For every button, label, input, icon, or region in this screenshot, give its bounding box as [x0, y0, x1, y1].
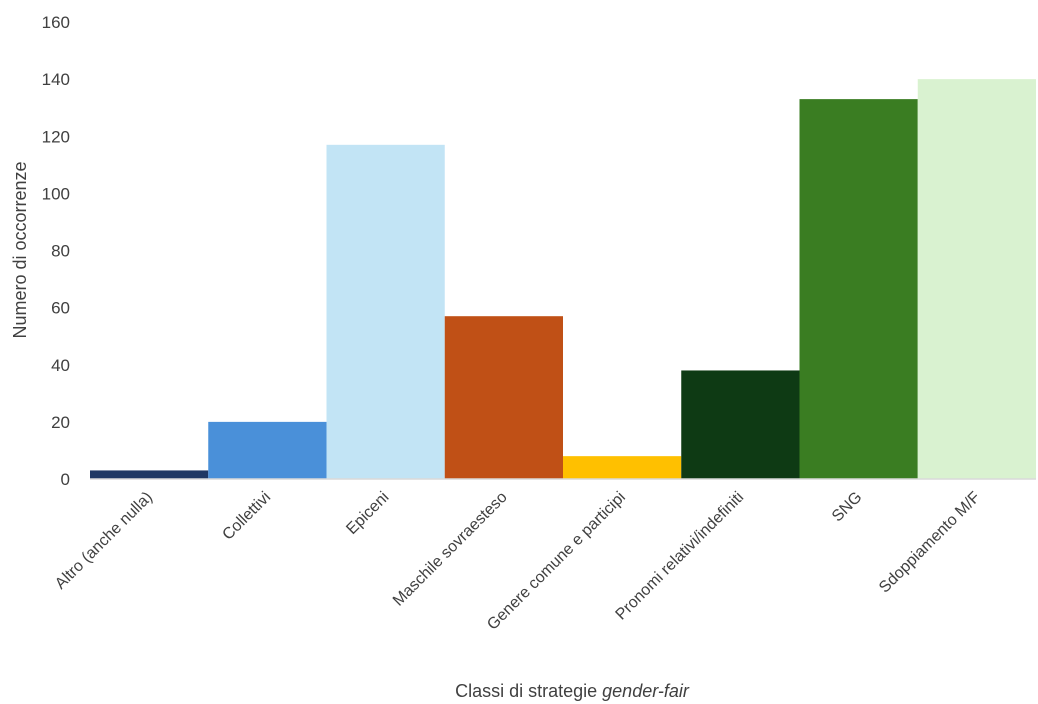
x-category-label: Collettivi	[219, 489, 274, 544]
y-axis-ticks: 0 20 40 60 80 100 120 140 160	[42, 13, 70, 489]
y-tick-label: 0	[61, 470, 70, 489]
bar	[681, 370, 800, 479]
y-tick-label: 40	[51, 356, 70, 375]
bar	[326, 144, 445, 479]
y-tick-label: 120	[42, 127, 70, 146]
y-tick-label: 60	[51, 299, 70, 318]
y-axis-title: Numero di occorrenze	[10, 161, 30, 338]
x-category-label: Pronomi relativi/indefiniti	[613, 489, 748, 624]
x-category-label: Sdoppiamento M/F	[876, 489, 984, 597]
x-axis-title-emphasis: gender-fair	[602, 681, 690, 701]
bar	[563, 456, 682, 479]
bar	[90, 470, 209, 479]
x-category-label: Epiceni	[343, 489, 392, 538]
y-tick-label: 140	[42, 70, 70, 89]
x-category-label: Altro (anche nulla)	[52, 489, 156, 593]
y-tick-label: 100	[42, 184, 70, 203]
x-category-label: Maschile sovraesteso	[390, 489, 511, 610]
x-category-label: SNG	[829, 489, 866, 526]
y-tick-label: 20	[51, 413, 70, 432]
y-tick-label: 160	[42, 13, 70, 32]
x-axis-title: Classi di strategie gender-fair	[455, 681, 690, 701]
x-category-label: Genere comune e participi	[484, 489, 629, 634]
bar	[917, 79, 1036, 479]
bar	[208, 421, 327, 479]
bar	[444, 316, 563, 479]
bar	[799, 99, 918, 480]
y-tick-label: 80	[51, 242, 70, 261]
bars	[90, 79, 1036, 480]
x-axis-title-prefix: Classi di strategie	[455, 681, 602, 701]
x-axis-categories: Altro (anche nulla) Collettivi EpiceniMasc…	[52, 489, 984, 634]
